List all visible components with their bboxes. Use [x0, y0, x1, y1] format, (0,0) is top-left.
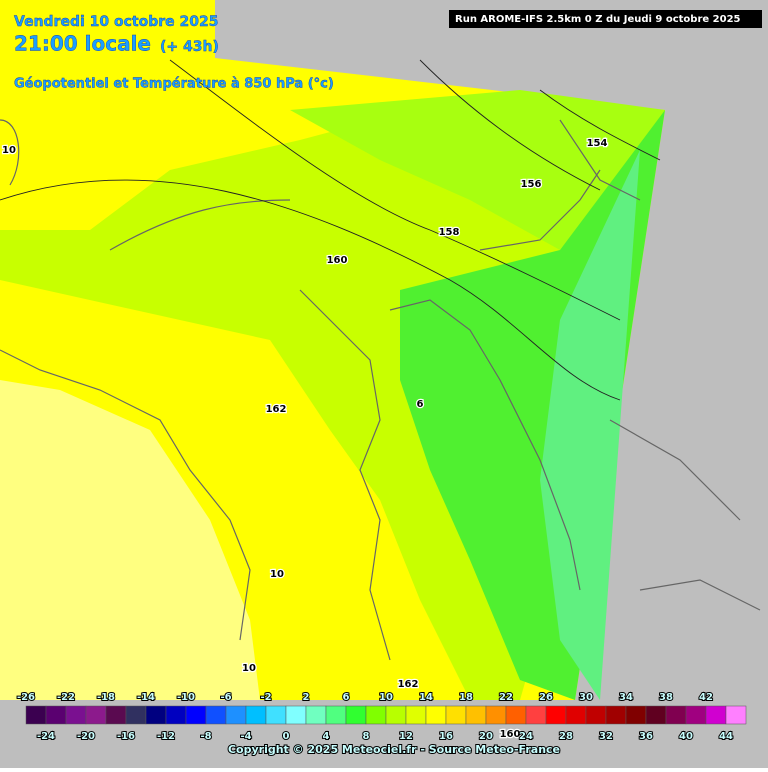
contour-label: 10 [2, 145, 16, 156]
color-swatch [545, 705, 567, 725]
scale-label: 32 [599, 731, 613, 742]
color-swatch [385, 705, 407, 725]
scale-label: 14 [419, 692, 433, 703]
scale-label: 6 [343, 692, 350, 703]
scale-label: 30 [579, 692, 593, 703]
scale-label: 38 [659, 692, 673, 703]
contour-label: 156 [521, 179, 542, 190]
color-swatch [485, 705, 507, 725]
scale-label: 10 [379, 692, 393, 703]
color-swatch [25, 705, 47, 725]
color-swatch [625, 705, 647, 725]
scale-label: 4 [323, 731, 330, 742]
borders [0, 119, 761, 661]
color-swatch [705, 705, 727, 725]
scale-label: 34 [619, 692, 633, 703]
scale-label: -26 [17, 692, 35, 703]
color-swatch [645, 705, 667, 725]
scale-label: -14 [137, 692, 155, 703]
scale-label: -6 [220, 692, 231, 703]
scale-label: 8 [363, 731, 370, 742]
scale-label: -12 [157, 731, 175, 742]
scale-label: 18 [459, 692, 473, 703]
contour-label: 160 [327, 255, 348, 266]
color-swatch [65, 705, 87, 725]
color-swatch [465, 705, 487, 725]
scale-label: 22 [499, 692, 513, 703]
color-swatch [105, 705, 127, 725]
color-swatch [225, 705, 247, 725]
scale-label: 36 [639, 731, 653, 742]
field-seagreen [540, 150, 640, 700]
scale-label: -4 [240, 731, 251, 742]
scale-label: 20 [479, 731, 493, 742]
color-swatch [305, 705, 327, 725]
copyright: Copyright © 2025 Meteociel.fr - Source M… [228, 743, 560, 756]
subtitle: Géopotentiel et Température à 850 hPa (°… [14, 77, 334, 92]
color-swatch [665, 705, 687, 725]
scale-label: -8 [200, 731, 211, 742]
color-swatch [525, 705, 547, 725]
scale-label: 28 [559, 731, 573, 742]
scale-label: 44 [719, 731, 733, 742]
contour-label: 154 [587, 138, 608, 149]
color-swatch [345, 705, 367, 725]
scale-label: -22 [57, 692, 75, 703]
contour-label: 160 [500, 729, 521, 740]
color-swatch [405, 705, 427, 725]
time: 21:00 locale [14, 32, 151, 56]
contour-label: 158 [439, 227, 460, 238]
contour-label: 162 [266, 404, 287, 415]
field-lime [290, 90, 665, 250]
scale-label: 26 [539, 692, 553, 703]
color-swatch [165, 705, 187, 725]
scale-label: 42 [699, 692, 713, 703]
run-box [449, 10, 762, 28]
color-swatch [725, 705, 747, 725]
color-swatch [85, 705, 107, 725]
field-lightyellow [0, 380, 260, 700]
color-swatch [605, 705, 627, 725]
scale-label: 12 [399, 731, 413, 742]
scale-label: -16 [117, 731, 135, 742]
date: Vendredi 10 octobre 2025 [14, 14, 219, 30]
scale-label: -10 [177, 692, 195, 703]
color-swatch [365, 705, 387, 725]
color-swatch [125, 705, 147, 725]
contour-label: 10 [270, 569, 284, 580]
contour-label: 162 [398, 679, 419, 690]
scale-label: 16 [439, 731, 453, 742]
offset: (+ 43h) [160, 39, 219, 55]
scale-label: 40 [679, 731, 693, 742]
color-swatch [185, 705, 207, 725]
color-swatch [445, 705, 467, 725]
contour-label: 10 [242, 663, 256, 674]
color-swatch [285, 705, 307, 725]
color-swatch [145, 705, 167, 725]
contour-label: 6 [417, 399, 424, 410]
color-scale: -26-24-22-20-18-16-14-12-10-8-6-4-202468… [16, 691, 747, 743]
color-swatch [425, 705, 447, 725]
contours [0, 59, 661, 401]
color-swatch [685, 705, 707, 725]
scale-label: -24 [37, 731, 55, 742]
scale-label: 0 [283, 731, 290, 742]
scale-label: -2 [260, 692, 271, 703]
scale-label: 24 [519, 731, 533, 742]
scale-label: -18 [97, 692, 115, 703]
scale-label: -20 [77, 731, 95, 742]
scale-label: 2 [303, 692, 310, 703]
color-swatch [265, 705, 287, 725]
color-swatch [325, 705, 347, 725]
run: Run AROME-IFS 2.5km 0 Z du Jeudi 9 octob… [455, 14, 741, 25]
color-swatch [245, 705, 267, 725]
color-swatch [585, 705, 607, 725]
color-swatch [205, 705, 227, 725]
color-swatch [45, 705, 67, 725]
color-swatch [565, 705, 587, 725]
color-swatch [505, 705, 527, 725]
